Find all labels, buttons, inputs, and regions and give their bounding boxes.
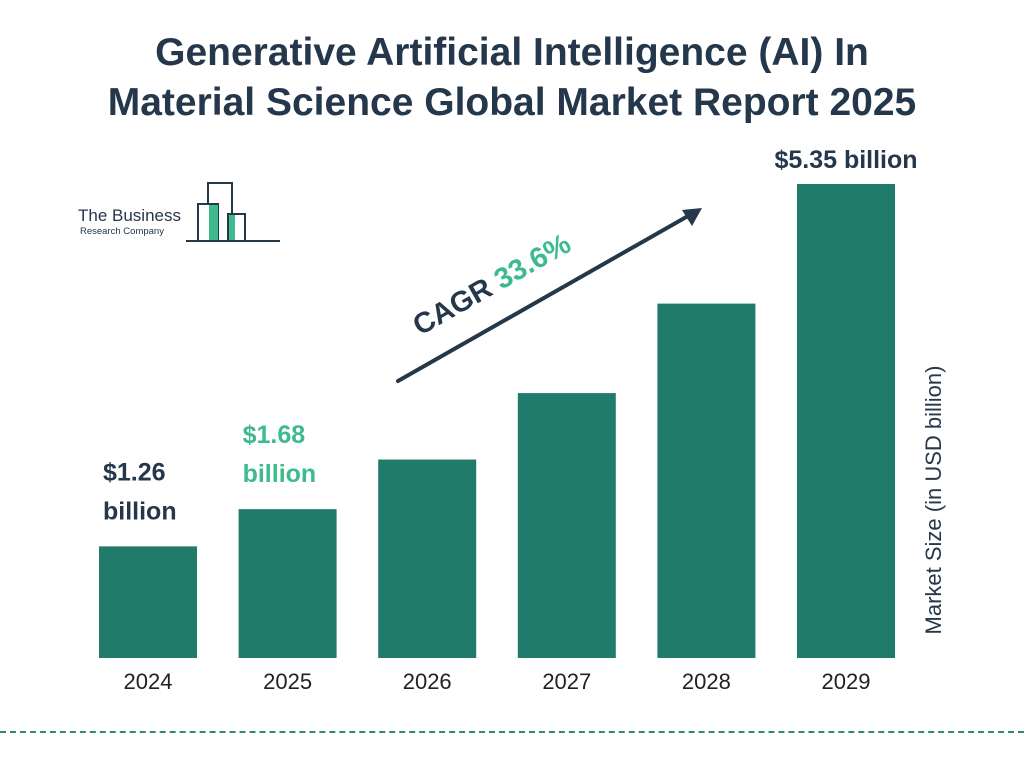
x-tick-label: 2025 — [263, 669, 312, 694]
logo-buildings-icon — [186, 182, 280, 242]
bar-2027 — [517, 393, 616, 658]
x-tick-label: 2027 — [542, 669, 591, 694]
x-tick-label: 2024 — [124, 669, 173, 694]
cagr-label-text: CAGR — [408, 268, 505, 342]
data-label: $1.26 — [103, 458, 166, 486]
data-label: billion — [103, 497, 177, 525]
title-line-1: Generative Artificial Intelligence (AI) … — [155, 31, 869, 74]
cagr-arrowhead — [682, 208, 702, 226]
x-tick-label: 2028 — [682, 669, 731, 694]
chart-title: Generative Artificial Intelligence (AI) … — [0, 28, 1024, 128]
cagr-arrow-line — [396, 214, 690, 383]
x-tick-label: 2026 — [403, 669, 452, 694]
bottom-divider — [0, 731, 1024, 733]
company-logo: The Business Research Company — [78, 180, 282, 244]
y-axis-label: Market Size (in USD billion) — [921, 366, 946, 635]
title-line-2: Material Science Global Market Report 20… — [107, 81, 917, 124]
logo-text-line-2: Research Company — [80, 226, 164, 237]
bar-2026 — [378, 459, 477, 658]
cagr-label: CAGR 33.6% — [408, 228, 577, 342]
data-label: $1.68 — [243, 421, 306, 449]
bar-2025 — [238, 509, 337, 658]
bar-2028 — [657, 303, 756, 658]
data-label: $5.35 billion — [774, 146, 917, 174]
data-label: billion — [243, 460, 317, 488]
bar-2029 — [797, 184, 895, 658]
x-tick-label: 2029 — [822, 669, 871, 694]
bar-2024 — [99, 546, 197, 658]
logo-text-line-1: The Business — [78, 206, 181, 225]
